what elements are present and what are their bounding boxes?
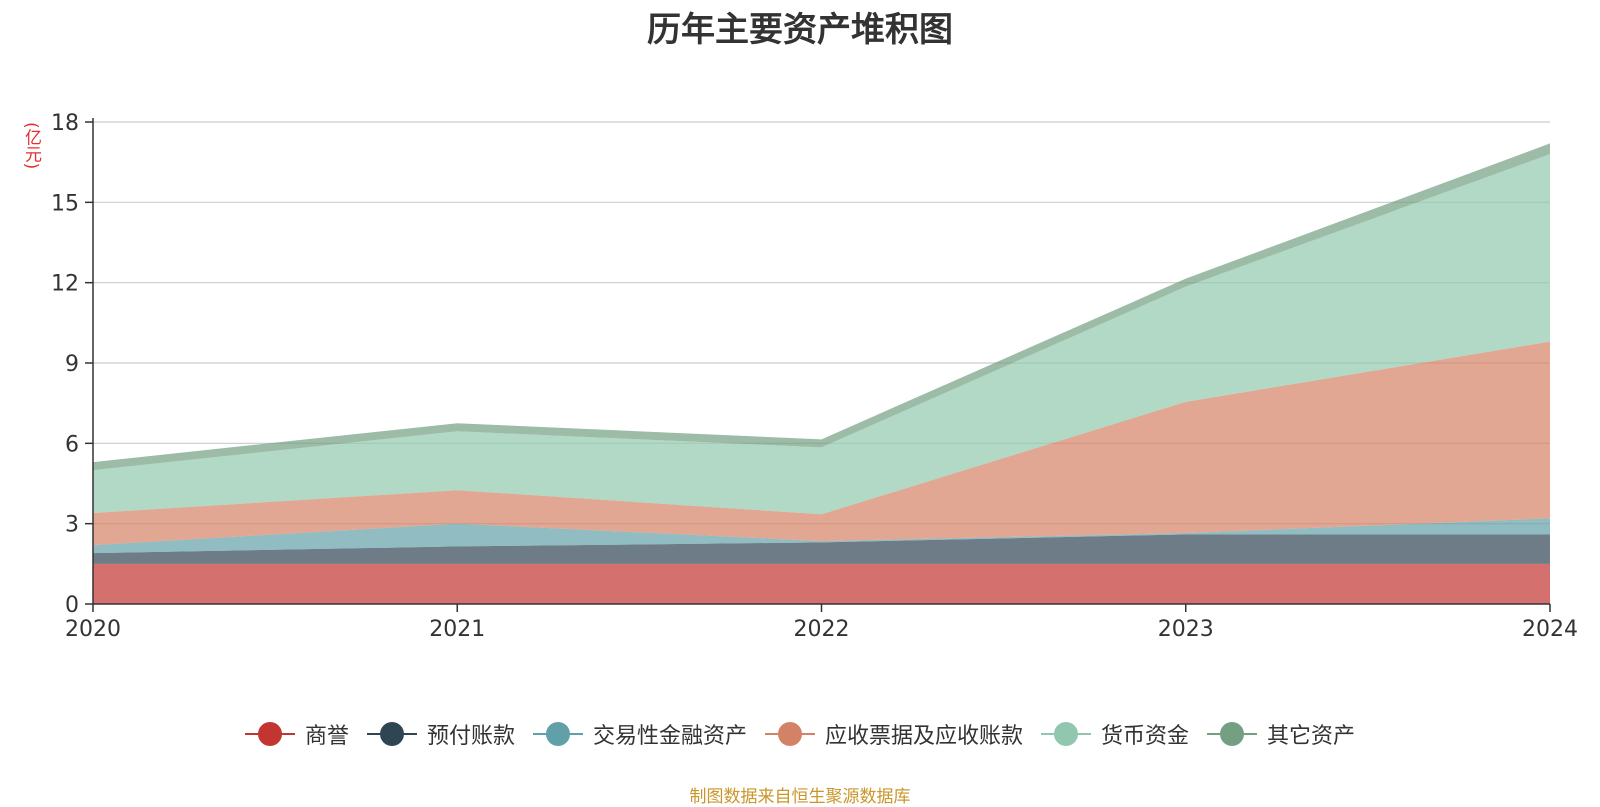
y-tick-label: 3	[65, 513, 79, 538]
legend-swatch-icon	[244, 720, 295, 748]
y-tick-label: 12	[51, 272, 79, 297]
y-tick-label: 9	[65, 352, 79, 377]
y-tick-label: 18	[51, 111, 79, 136]
area-series-0	[93, 563, 1550, 604]
area-series-3	[93, 341, 1550, 546]
legend-item[interactable]: 货币资金	[1041, 718, 1189, 750]
chart-title: 历年主要资产堆积图	[647, 10, 953, 50]
x-tick-label: 2024	[1522, 617, 1578, 642]
x-tick-label: 2022	[794, 617, 850, 642]
legend-item[interactable]: 预付账款	[366, 718, 515, 750]
legend-label: 交易性金融资产	[592, 724, 747, 749]
legend-swatch-icon	[1207, 720, 1258, 748]
legend-item[interactable]: 其它资产	[1207, 718, 1355, 750]
y-tick-label: 15	[51, 191, 79, 216]
legend-swatch-icon	[532, 720, 583, 748]
legend-label: 其它资产	[1267, 724, 1356, 749]
x-tick-label: 2021	[429, 617, 485, 642]
x-tick-label: 2023	[1158, 617, 1214, 642]
legend-label: 商誉	[304, 724, 349, 749]
y-tick-label: 6	[65, 432, 79, 457]
chart-legend: 商誉 预付账款 交易性金融资产 应收票据及应收账款 货币资金 其它资产	[0, 718, 1600, 750]
area-series-2	[93, 518, 1550, 554]
y-tick-label: 0	[65, 593, 79, 618]
legend-swatch-icon	[366, 720, 417, 748]
x-tick-label: 2020	[65, 617, 121, 642]
legend-swatch-icon	[1041, 720, 1092, 748]
legend-label: 货币资金	[1101, 724, 1190, 749]
legend-swatch-icon	[765, 720, 815, 748]
y-axis-unit-label: (亿元)	[21, 122, 41, 170]
legend-item[interactable]: 交易性金融资产	[532, 718, 747, 750]
legend-item[interactable]: 应收票据及应收账款	[765, 718, 1023, 750]
area-series-4	[93, 154, 1550, 515]
legend-item[interactable]: 商誉	[244, 718, 349, 750]
chart-plot: 0 3 6 9 12 15 18 2020 2021 2022 2023 2024	[51, 111, 1578, 642]
data-source-note: 制图数据来自恒生聚源数据库	[689, 787, 911, 807]
legend-label: 应收票据及应收账款	[825, 724, 1024, 749]
legend-label: 预付账款	[426, 724, 515, 749]
area-series-1	[93, 534, 1550, 564]
